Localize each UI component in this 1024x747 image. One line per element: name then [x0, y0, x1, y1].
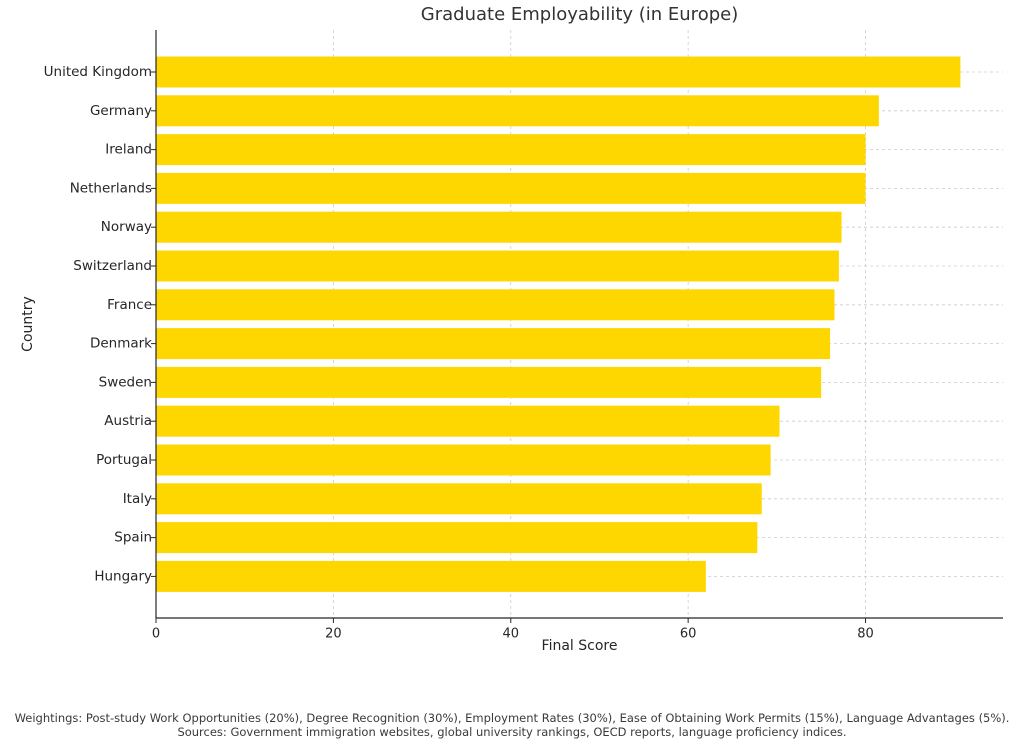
y-tick-label: Switzerland	[73, 258, 152, 274]
y-tick-label: United Kingdom	[44, 64, 152, 80]
y-tick-label: Netherlands	[70, 180, 152, 196]
tick-labels: 0 20 40 60 80 United Kingdom Germany Ireland Net…	[44, 64, 874, 642]
x-axis-label: Final Score	[541, 638, 618, 654]
bars	[156, 56, 961, 592]
footnote-sources: Sources: Government immigration websites…	[177, 725, 847, 739]
bar-italy	[156, 483, 762, 515]
bar-switzerland	[156, 250, 839, 282]
chart-title: Graduate Employability (in Europe)	[420, 4, 739, 25]
axes	[151, 30, 1003, 623]
bar-spain	[156, 522, 758, 554]
y-tick-label: Denmark	[90, 336, 152, 352]
y-tick-label: Sweden	[99, 374, 152, 390]
y-tick-label: Spain	[114, 530, 152, 546]
grid-lines	[156, 30, 1003, 618]
bar-france	[156, 289, 835, 321]
y-tick-label: Ireland	[105, 142, 152, 158]
x-tick-label: 20	[325, 627, 342, 642]
y-tick-label: Germany	[90, 103, 152, 119]
y-tick-label: Italy	[123, 491, 152, 507]
y-tick-label: Austria	[104, 413, 152, 429]
x-tick-label: 40	[502, 627, 519, 642]
footnote-weightings: Weightings: Post-study Work Opportunitie…	[14, 711, 1010, 725]
y-tick-label: Norway	[101, 219, 152, 235]
bar-ireland	[156, 134, 866, 166]
bar-austria	[156, 405, 780, 437]
bar-germany	[156, 95, 879, 127]
bar-portugal	[156, 444, 771, 476]
x-tick-label: 80	[857, 627, 874, 642]
y-axis-label: Country	[20, 296, 36, 352]
bar-hungary	[156, 560, 706, 592]
bar-netherlands	[156, 172, 866, 204]
x-tick-label: 60	[680, 627, 697, 642]
y-tick-label: Portugal	[96, 452, 152, 468]
y-tick-label: Hungary	[94, 568, 152, 584]
x-tick-label: 0	[152, 627, 160, 642]
bar-united-kingdom	[156, 56, 961, 88]
y-tick-label: France	[107, 297, 152, 313]
bar-norway	[156, 211, 842, 243]
bar-denmark	[156, 328, 831, 360]
bar-sweden	[156, 366, 822, 398]
